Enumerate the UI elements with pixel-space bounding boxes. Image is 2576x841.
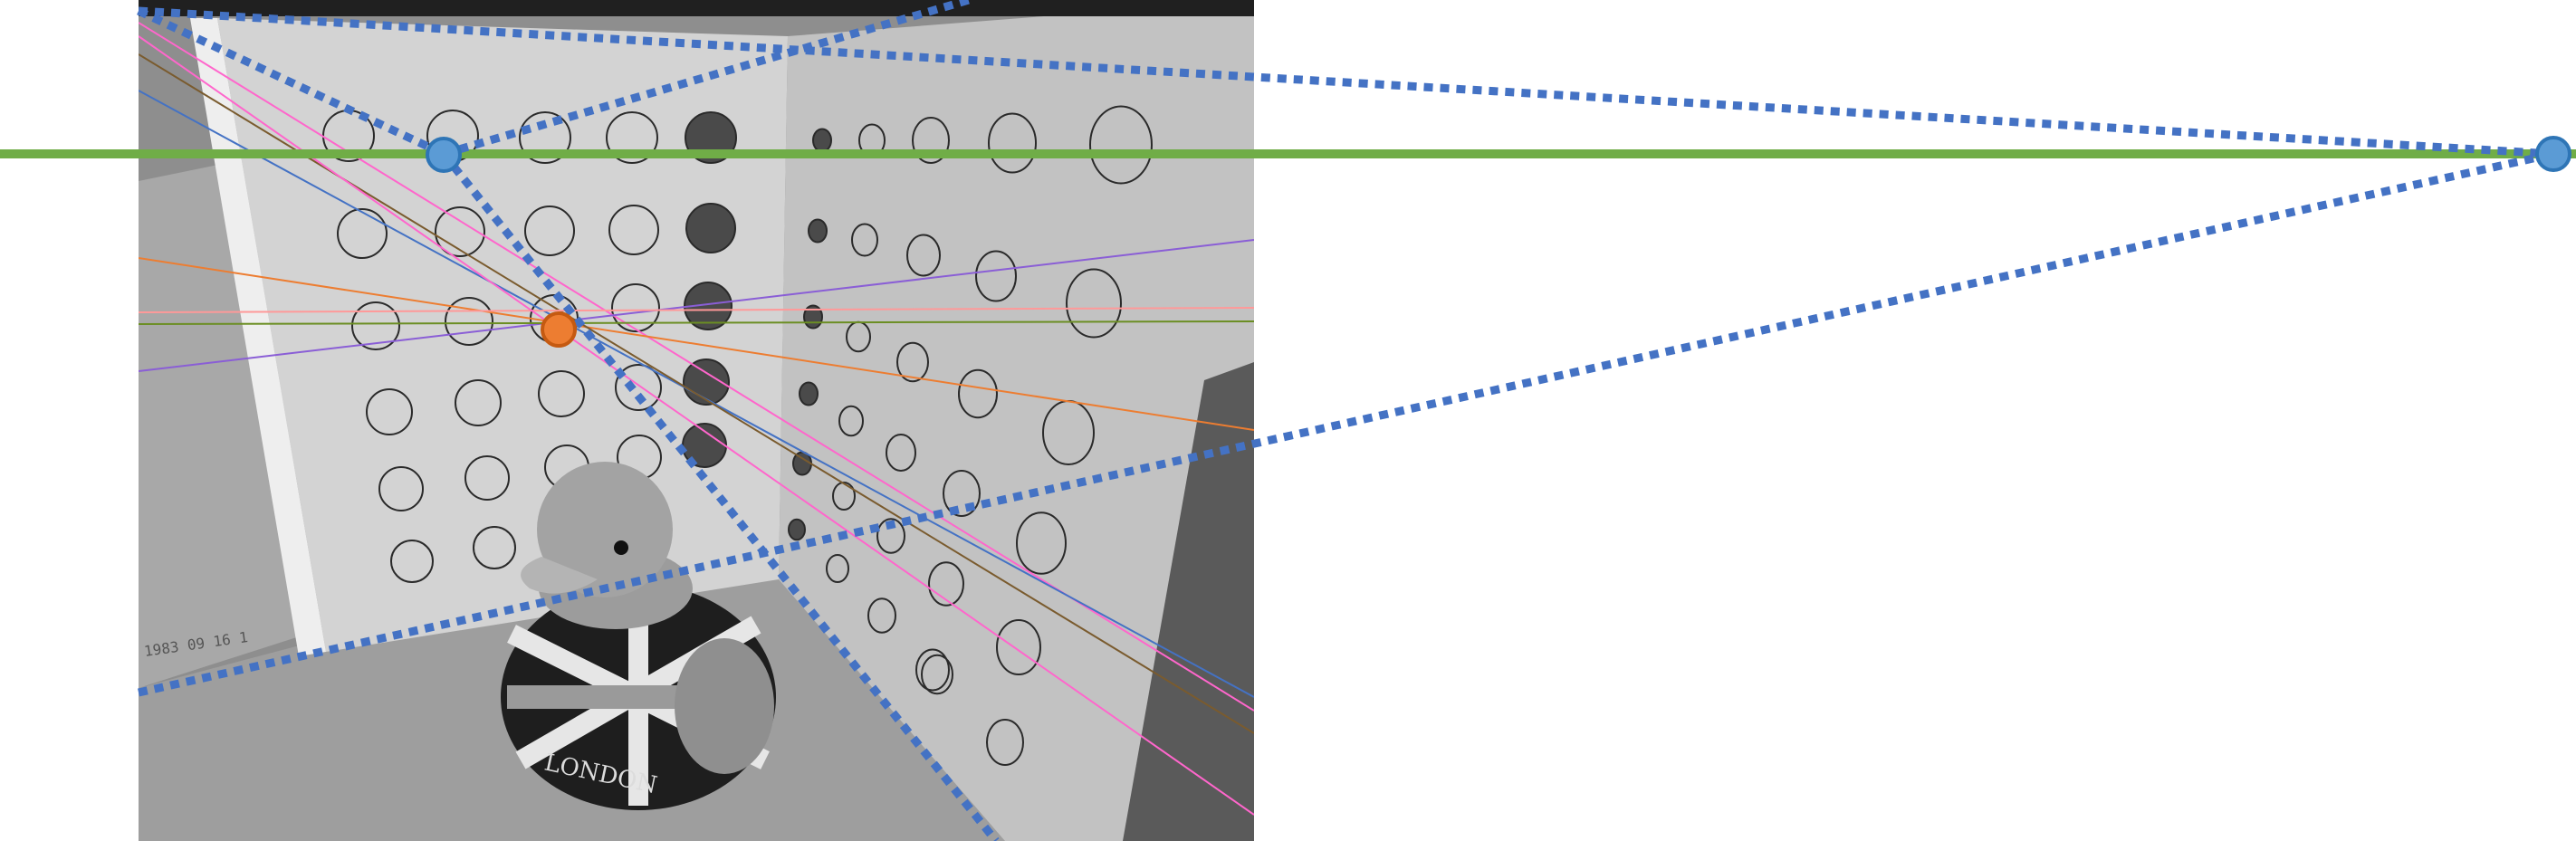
left-vanishing-point [426,137,462,173]
board-circle [826,554,849,583]
board-circle [808,218,828,244]
board-circle [886,434,916,472]
convergence-line [139,239,1254,372]
duck-wing [675,638,774,774]
board-circle [799,381,819,406]
board-circle [958,368,998,419]
board-edge [190,18,326,656]
board-circle [988,112,1037,174]
guide-left-top [137,6,445,158]
board-circle [445,297,493,346]
board-circle [912,117,950,164]
convergence-lines [139,22,1254,816]
board-circle [986,719,1024,766]
board-circle [1016,511,1067,575]
board-circle [975,250,1017,302]
right-vanishing-point [2535,136,2571,172]
convergence-line [139,53,1254,734]
board-circle [876,518,905,554]
right-shadow [1123,362,1254,841]
board-circle [838,405,864,437]
right-board [779,0,1254,841]
board-circle [435,206,485,257]
board-circle [473,526,516,569]
guide-right-top [138,6,2554,158]
board-circle [351,301,400,350]
board-circle [337,208,388,259]
board-circle [915,648,950,692]
board-circle [906,234,941,277]
board-circle [921,654,953,695]
board-circle [608,205,659,255]
board-circle [685,203,736,253]
guide-right-bottom [138,149,2554,697]
board-circle [519,111,571,164]
rubber-duck: LONDON [501,462,776,810]
convergence-line [139,257,1254,431]
duck-head [537,462,673,597]
vanishing-guides [137,0,2554,841]
board-circle [611,283,660,332]
board-circle [464,455,510,501]
duck-beak [521,557,598,594]
board-circle [943,470,981,517]
board-circle [788,518,806,541]
board-circle [390,540,434,583]
board-circle [832,482,856,511]
board-circle [851,223,878,257]
convergence-line [139,320,1254,325]
board-circle [896,341,929,383]
board-circle [455,379,502,426]
convergence-line [139,307,1254,313]
calibration-photo: 1983 09 16 1 LONDON [139,0,1254,841]
board-circle [615,364,662,411]
guide-left-bottom [440,151,1000,841]
board-circle [378,466,424,511]
convergence-line [139,35,1254,816]
board-circle [812,128,832,153]
center-point [541,311,577,348]
top-shadow [139,0,1254,16]
duck-eye [614,540,628,555]
board-circle [1089,105,1153,185]
board-circle [366,388,413,435]
board-circle [538,370,585,417]
board-circle [684,282,733,330]
board-circle [928,561,964,607]
board-circle [1066,268,1122,339]
board-circle [606,111,658,164]
board-circle [524,205,575,256]
board-circle [996,619,1041,675]
board-circle [867,597,896,634]
